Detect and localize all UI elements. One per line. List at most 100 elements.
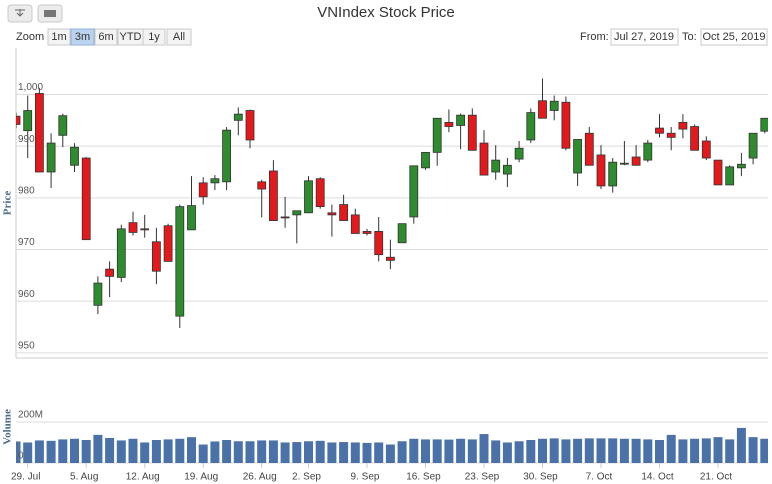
- volume-bar: [128, 438, 138, 463]
- x-tick-label: 19. Aug: [184, 472, 218, 483]
- volume-bar: [385, 444, 395, 463]
- zoom-button[interactable]: [94, 28, 118, 46]
- x-tick-label: 9. Sep: [351, 472, 380, 483]
- volume-bar: [678, 439, 688, 463]
- candle-body: [479, 142, 489, 176]
- candle-body: [502, 164, 512, 175]
- to-input[interactable]: [700, 28, 768, 46]
- zoom-button-label: All: [173, 31, 185, 43]
- candle-body: [409, 165, 419, 218]
- candle-body: [35, 93, 44, 173]
- volume-bar: [760, 438, 768, 463]
- candle-body: [713, 159, 723, 186]
- candle-body: [23, 110, 33, 132]
- candle-body: [432, 117, 442, 153]
- volume-axis-title: Volume: [2, 409, 14, 445]
- volume-bar: [701, 438, 711, 463]
- download-icon: [15, 9, 25, 17]
- x-tick-label: 5. Aug: [70, 472, 98, 483]
- volume-bar: [596, 438, 606, 463]
- candle-body: [233, 113, 243, 121]
- x-tick-label: 7. Oct: [586, 472, 613, 483]
- volume-bar: [479, 434, 489, 463]
- candle-body: [573, 139, 582, 174]
- candle-body: [374, 231, 384, 256]
- volume-bar: [725, 439, 735, 463]
- volume-bar: [210, 441, 220, 463]
- to-label: To:: [682, 31, 697, 43]
- volume-bar: [245, 441, 255, 463]
- zoom-button-label: YTD: [120, 31, 142, 43]
- candle-body: [467, 114, 477, 151]
- zoom-button[interactable]: [166, 28, 192, 46]
- chart-title: VNIndex Stock Price: [317, 4, 455, 21]
- volume-bar: [608, 438, 618, 463]
- volume-bar: [304, 441, 313, 463]
- volume-bar: [748, 437, 758, 463]
- candle-body: [151, 241, 161, 272]
- volume-bar: [339, 442, 349, 463]
- volume-bar: [23, 442, 33, 463]
- volume-bar: [444, 439, 454, 463]
- candle-body: [198, 182, 208, 198]
- candle-body: [327, 212, 337, 216]
- candle-body: [70, 146, 79, 166]
- zoom-button-label: 6m: [98, 31, 113, 43]
- volume-bar: [292, 442, 302, 463]
- y-tick-label: 950: [18, 340, 35, 351]
- x-tick-label: 14. Oct: [641, 472, 673, 483]
- volume-bar: [421, 439, 430, 463]
- volume-bar: [163, 439, 173, 463]
- volume-bar: [374, 442, 384, 463]
- volume-bar: [362, 442, 372, 463]
- volume-bar: [397, 441, 407, 463]
- volume-bar: [327, 442, 337, 463]
- zoom-button[interactable]: [70, 28, 95, 46]
- candle-body: [292, 210, 302, 216]
- x-tick-label: 16. Sep: [406, 472, 441, 483]
- volume-bar: [16, 441, 21, 463]
- y-tick-label: 1,000: [18, 82, 43, 93]
- candle-body: [58, 115, 68, 136]
- volume-bar: [34, 440, 44, 463]
- volume-bar: [151, 440, 161, 463]
- volume-bar: [81, 440, 91, 463]
- volume-bar: [491, 440, 501, 463]
- volume-bar: [538, 438, 547, 463]
- volume-bar: [456, 438, 466, 463]
- print-icon: [44, 10, 56, 17]
- y-tick-label: 970: [18, 237, 35, 248]
- candle-body: [608, 161, 618, 187]
- volume-bar: [584, 438, 594, 463]
- candle-body: [596, 154, 606, 187]
- candle-body: [549, 100, 559, 111]
- volume-bar: [257, 440, 267, 463]
- to-date: Oct 25, 2019: [703, 31, 766, 43]
- volume-bar: [643, 439, 653, 463]
- candle-body: [701, 140, 711, 159]
- candle-body: [210, 178, 220, 184]
- x-tick-label: 26. Aug: [243, 472, 277, 483]
- x-tick-label: 29. Jul: [11, 472, 40, 483]
- x-tick-label: 30. Sep: [523, 472, 558, 483]
- candle-body: [584, 132, 594, 166]
- volume-bar: [514, 441, 524, 463]
- x-tick-label: 12. Aug: [126, 472, 160, 483]
- volume-bar: [736, 427, 746, 463]
- from-input[interactable]: [610, 28, 679, 46]
- volume-bar: [222, 440, 232, 463]
- zoom-button[interactable]: [142, 28, 166, 46]
- zoom-button[interactable]: [47, 28, 71, 46]
- candle-body: [666, 132, 676, 138]
- candle-body: [362, 231, 372, 234]
- zoom-button-label: 1m: [51, 31, 66, 43]
- candle-body: [538, 100, 547, 119]
- volume-bar: [432, 439, 442, 463]
- volume-bar: [573, 438, 583, 463]
- volume-bar: [655, 440, 664, 463]
- candle-body: [491, 159, 501, 173]
- zoom-label: Zoom: [16, 31, 44, 43]
- from-label: From:: [580, 31, 609, 43]
- candle-body: [350, 214, 360, 234]
